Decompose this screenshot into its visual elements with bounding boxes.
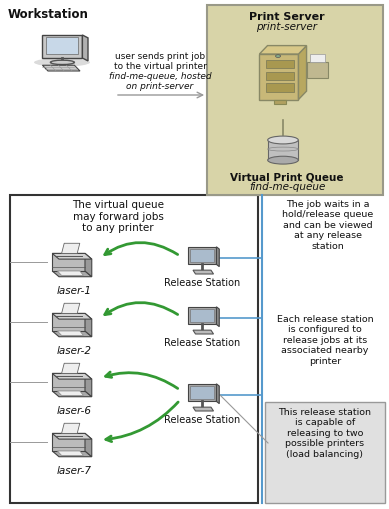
Polygon shape — [42, 35, 82, 58]
Polygon shape — [52, 314, 92, 319]
Text: Release Station: Release Station — [164, 278, 240, 288]
Polygon shape — [216, 307, 219, 327]
Polygon shape — [52, 451, 92, 457]
Text: The virtual queue
may forward jobs
to any printer: The virtual queue may forward jobs to an… — [72, 200, 164, 233]
Text: Workstation: Workstation — [8, 8, 89, 21]
Ellipse shape — [268, 136, 298, 144]
Text: laser-1: laser-1 — [56, 286, 91, 296]
Polygon shape — [52, 331, 92, 337]
Ellipse shape — [268, 156, 298, 164]
Polygon shape — [307, 63, 328, 78]
Polygon shape — [191, 249, 214, 262]
Polygon shape — [266, 60, 294, 68]
Text: laser-6: laser-6 — [56, 406, 91, 416]
Polygon shape — [61, 423, 80, 433]
Polygon shape — [58, 391, 83, 395]
Polygon shape — [85, 374, 92, 397]
Text: This release station
is capable of
releasing to two
possible printers
(load bala: This release station is capable of relea… — [279, 408, 371, 459]
Text: Each release station
is configured to
release jobs at its
associated nearby
prin: Each release station is configured to re… — [277, 315, 373, 365]
Polygon shape — [187, 247, 216, 264]
Polygon shape — [259, 54, 298, 99]
Text: find-me-queue: find-me-queue — [249, 182, 325, 192]
Polygon shape — [191, 386, 214, 399]
Text: print-server: print-server — [256, 22, 317, 32]
Text: laser-7: laser-7 — [56, 466, 91, 476]
Text: find-me-queue, hosted: find-me-queue, hosted — [109, 72, 211, 81]
Text: user sends print job: user sends print job — [115, 52, 205, 61]
Polygon shape — [82, 35, 88, 61]
Polygon shape — [52, 253, 85, 271]
Polygon shape — [187, 384, 216, 402]
Text: laser-2: laser-2 — [56, 346, 91, 356]
Polygon shape — [187, 307, 216, 324]
FancyBboxPatch shape — [265, 402, 385, 503]
Polygon shape — [193, 330, 214, 334]
Polygon shape — [191, 309, 214, 322]
Ellipse shape — [275, 54, 280, 58]
Polygon shape — [61, 303, 80, 314]
Polygon shape — [58, 271, 83, 275]
Polygon shape — [52, 374, 85, 391]
Polygon shape — [216, 384, 219, 404]
Polygon shape — [52, 433, 85, 451]
Polygon shape — [42, 65, 80, 71]
Polygon shape — [268, 140, 298, 160]
Polygon shape — [61, 243, 80, 253]
Polygon shape — [216, 247, 219, 267]
Polygon shape — [58, 331, 83, 335]
Polygon shape — [193, 407, 214, 411]
Polygon shape — [266, 71, 294, 80]
Polygon shape — [85, 314, 92, 337]
Polygon shape — [52, 391, 92, 397]
Text: The job waits in a
hold/release queue
and can be viewed
at any release
station: The job waits in a hold/release queue an… — [282, 200, 373, 250]
Ellipse shape — [34, 58, 90, 67]
Polygon shape — [52, 374, 92, 379]
Polygon shape — [85, 253, 92, 277]
FancyBboxPatch shape — [10, 195, 258, 503]
Ellipse shape — [51, 60, 74, 65]
Polygon shape — [52, 433, 92, 439]
Polygon shape — [193, 270, 214, 274]
Polygon shape — [58, 451, 83, 456]
FancyBboxPatch shape — [207, 5, 383, 195]
Text: Release Station: Release Station — [164, 415, 240, 425]
Polygon shape — [52, 253, 92, 259]
Text: to the virtual printer: to the virtual printer — [114, 62, 207, 71]
Polygon shape — [274, 99, 286, 104]
Polygon shape — [259, 46, 307, 54]
Polygon shape — [46, 37, 79, 54]
Text: Virtual Print Queue: Virtual Print Queue — [230, 172, 344, 182]
Polygon shape — [85, 433, 92, 457]
Text: Print Server: Print Server — [249, 12, 325, 22]
Polygon shape — [310, 54, 325, 63]
Text: on print-server: on print-server — [126, 82, 194, 91]
Polygon shape — [298, 46, 307, 99]
Polygon shape — [61, 363, 80, 374]
Polygon shape — [52, 271, 92, 277]
Text: Release Station: Release Station — [164, 338, 240, 348]
Polygon shape — [52, 314, 85, 331]
Polygon shape — [266, 83, 294, 92]
